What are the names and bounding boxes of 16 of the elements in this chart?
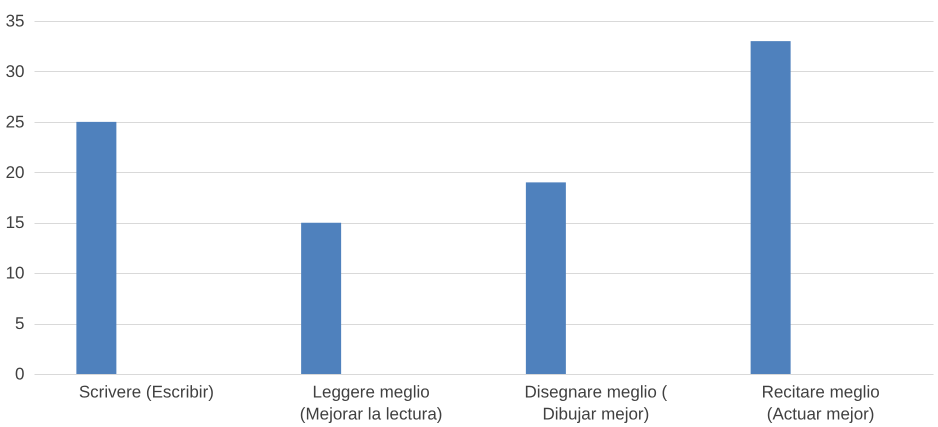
y-tick-label: 20 <box>6 162 24 182</box>
x-tick-label: Disegnare meglio ( Dibujar mejor) <box>524 382 668 424</box>
y-tick-label: 25 <box>6 112 24 132</box>
bar <box>301 222 342 374</box>
y-tick-label: 30 <box>6 62 24 81</box>
bar <box>750 41 791 374</box>
y-tick-label: 5 <box>15 314 24 334</box>
bar <box>526 182 566 374</box>
y-tick-label: 15 <box>6 213 24 232</box>
y-tick-label: 10 <box>6 264 24 283</box>
y-tick-label: 0 <box>15 364 24 384</box>
y-tick-label: 35 <box>6 12 24 30</box>
x-tick-label: Recitare meglio (Actuar mejor) <box>762 382 880 424</box>
bar <box>76 122 116 374</box>
x-tick-label: Leggere meglio (Mejorar la lectura) <box>300 382 442 424</box>
x-tick-label: Scrivere (Escribir) <box>78 382 214 402</box>
